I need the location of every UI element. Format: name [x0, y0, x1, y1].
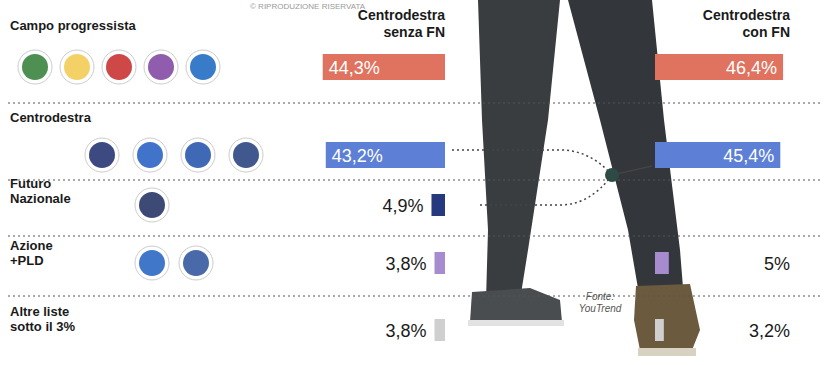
text-line: Nazionale	[10, 191, 71, 206]
text-line: sotto il 3%	[10, 319, 75, 334]
value-label: 3,2%	[749, 321, 790, 341]
text-line: con FN	[743, 24, 790, 40]
data-labels: 44,3% 43,2% 4,9% 3,8% 3,8% 46,4% 45,4% 5% 3,2%	[329, 58, 790, 341]
text-line: Fonte:	[586, 291, 615, 302]
text-line: Centrodestra	[358, 7, 445, 23]
value-label: 46,4%	[726, 58, 777, 78]
bar	[435, 319, 445, 341]
bar	[326, 142, 445, 168]
party-logo-inner	[89, 142, 115, 168]
text-line: Altre liste	[10, 304, 69, 319]
text-line: Centrodestra	[10, 110, 92, 125]
value-label: 45,4%	[723, 146, 774, 166]
party-logo-inner	[139, 192, 165, 218]
chart: © RIPRODUZIONE RISERVATACentrodestrasenz…	[0, 0, 829, 365]
separator	[8, 236, 820, 237]
party-logo	[181, 138, 215, 172]
connector	[452, 150, 652, 205]
source: Fonte:YouTrend	[579, 291, 622, 314]
value-label: 5%	[764, 254, 790, 274]
party-logo-inner	[139, 250, 165, 276]
left-sole	[468, 320, 564, 326]
left-shoe	[470, 288, 562, 322]
category-label: Azione+PLD	[10, 238, 53, 268]
bar	[435, 252, 445, 274]
text-line: senza FN	[384, 24, 445, 40]
category-label: FuturoNazionale	[10, 176, 71, 206]
connector-line	[480, 175, 612, 205]
separator	[8, 103, 820, 104]
column-header: Centrodestrasenza FN	[358, 7, 445, 40]
text-line: Centrodestra	[703, 7, 790, 23]
right-sole	[638, 348, 696, 356]
category-label: Campo progressista	[10, 18, 136, 33]
party-logo	[60, 50, 94, 84]
bars	[323, 54, 783, 341]
right-shoe	[634, 284, 700, 350]
party-logo-inner	[190, 54, 216, 80]
party-logo-inner	[106, 54, 132, 80]
party-logo-inner	[185, 142, 211, 168]
value-label: 3,8%	[385, 254, 426, 274]
bar	[655, 319, 664, 341]
party-logo-inner	[233, 142, 259, 168]
text-line: Campo progressista	[10, 18, 136, 33]
bar	[323, 54, 445, 80]
bar	[655, 142, 780, 168]
party-logo-inner	[64, 54, 90, 80]
column-header: Centrodestracon FN	[703, 7, 790, 40]
party-logo	[186, 50, 220, 84]
connector-line	[452, 150, 612, 175]
text-line: Azione	[10, 238, 53, 253]
bar	[655, 252, 669, 274]
party-logo-inner	[22, 54, 48, 80]
category-label: Centrodestra	[10, 110, 92, 125]
value-label: 44,3%	[329, 58, 380, 78]
bar	[655, 54, 783, 80]
category-label: Altre listesotto il 3%	[10, 304, 75, 334]
party-logo	[144, 50, 178, 84]
party-logo	[18, 50, 52, 84]
party-logo	[102, 50, 136, 84]
party-logo	[85, 138, 119, 172]
bar	[431, 194, 445, 216]
text-line: YouTrend	[579, 303, 622, 314]
party-logo	[135, 188, 169, 222]
text-line: Futuro	[10, 176, 51, 191]
legs-illustration	[468, 0, 700, 356]
value-label: 3,8%	[385, 321, 426, 341]
text-line: +PLD	[10, 253, 44, 268]
party-logo	[135, 246, 169, 280]
party-logo-inner	[148, 54, 174, 80]
value-label: 43,2%	[332, 146, 383, 166]
value-label: 4,9%	[382, 196, 423, 216]
separator	[8, 180, 820, 181]
party-logo	[133, 138, 167, 172]
copyright: © RIPRODUZIONE RISERVATA	[250, 2, 366, 11]
party-logo-inner	[183, 250, 209, 276]
party-logo-inner	[137, 142, 163, 168]
separator	[8, 296, 820, 297]
party-logo	[179, 246, 213, 280]
connector-dot	[605, 168, 619, 182]
party-logo	[229, 138, 263, 172]
